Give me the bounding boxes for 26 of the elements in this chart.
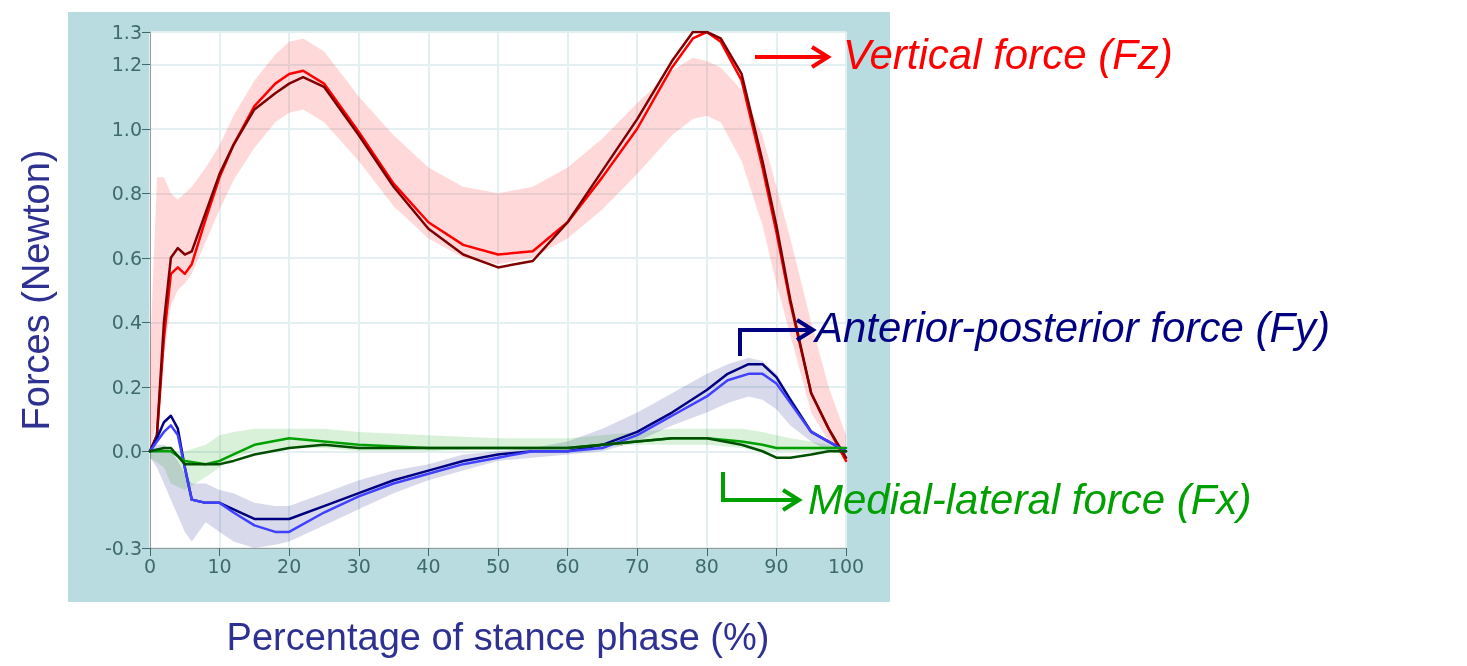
legend-label: Medial-lateral force (Fx) [808, 476, 1252, 523]
y-tick-label: 0.2 [111, 375, 142, 398]
line-series [148, 437, 848, 466]
y-tick-label: 1.3 [111, 21, 142, 43]
y-tick-label: 0.6 [111, 246, 142, 269]
x-tick-label: 10 [207, 554, 232, 577]
y-axis-title: Forces (Newton) [15, 149, 57, 431]
legend-label: Vertical force (Fz) [843, 31, 1173, 78]
legend-label: Anterior-posterior force (Fy) [815, 304, 1331, 351]
x-tick-label: 40 [416, 554, 441, 577]
y-tick-label: 0.8 [111, 182, 142, 205]
x-axis-title: Percentage of stance phase (%) [226, 616, 770, 658]
x-tick-label: 70 [625, 554, 650, 577]
x-tick-label: 80 [694, 554, 719, 577]
y-tick-label: 0.0 [111, 440, 142, 463]
x-tick-label: 0 [143, 554, 157, 577]
y-tick-label: 1.0 [111, 117, 142, 140]
x-tick-label: 90 [764, 554, 789, 577]
x-tick-label: 50 [485, 554, 511, 577]
y-tick-label: 0.4 [111, 311, 142, 334]
x-tick-label: 60 [555, 554, 580, 577]
x-tick-label: 30 [346, 554, 371, 577]
y-tick-label: -0.3 [104, 537, 142, 559]
x-tick-label: 20 [277, 554, 302, 577]
x-tick-label: 100 [827, 554, 865, 577]
y-tick-label: 1.2 [111, 53, 142, 76]
